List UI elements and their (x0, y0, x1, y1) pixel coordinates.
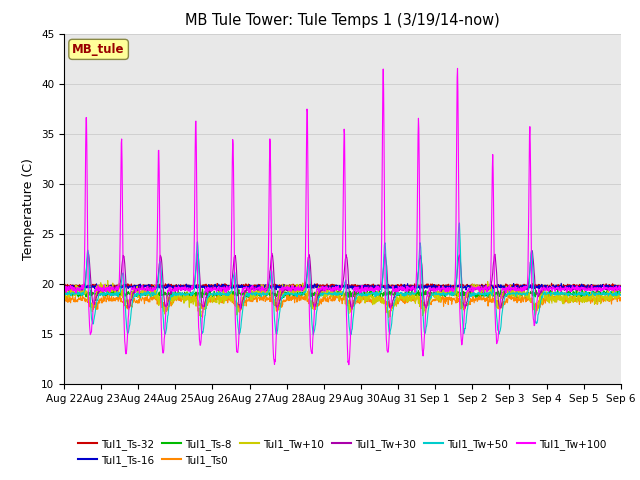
Tul1_Ts-32 (554, 286, 561, 291)
Tul1_Tw+100 (345, 362, 353, 368)
Text: MB_tule: MB_tule (72, 43, 125, 56)
Tul1_Tw+30 (502, 287, 509, 293)
Tul1_Tw+30 (170, 286, 178, 292)
Tul1_Ts0 (60, 296, 68, 302)
Tul1_Ts-8 (481, 285, 488, 291)
Tul1_Tw+10 (104, 277, 111, 283)
Tul1_Tw+100 (429, 286, 437, 291)
Tul1_Tw+30 (429, 287, 437, 292)
Tul1_Ts-8 (170, 289, 178, 295)
Tul1_Ts-16 (502, 284, 509, 289)
Line: Tul1_Ts0: Tul1_Ts0 (64, 294, 621, 312)
Line: Tul1_Ts-8: Tul1_Ts-8 (64, 288, 621, 299)
Tul1_Ts-8 (246, 293, 254, 299)
Tul1_Tw+10 (184, 292, 192, 298)
Line: Tul1_Tw+30: Tul1_Tw+30 (64, 251, 621, 309)
Tul1_Ts-32 (551, 283, 559, 289)
Tul1_Ts-8 (429, 290, 437, 296)
Line: Tul1_Tw+100: Tul1_Tw+100 (64, 68, 621, 365)
Tul1_Ts-16 (246, 284, 254, 289)
Tul1_Ts-32 (429, 282, 436, 288)
Tul1_Ts-16 (171, 285, 179, 290)
Tul1_Ts-8 (617, 290, 625, 296)
Tul1_Ts0 (170, 296, 178, 301)
Tul1_Ts-16 (184, 285, 192, 290)
Tul1_Ts-8 (189, 296, 196, 302)
Tul1_Tw+50 (429, 291, 437, 297)
Tul1_Tw+10 (171, 293, 179, 299)
Tul1_Tw+30 (237, 306, 244, 312)
Tul1_Tw+50 (552, 291, 559, 297)
Tul1_Ts-16 (551, 285, 559, 291)
Tul1_Tw+50 (184, 292, 191, 298)
Tul1_Ts-16 (429, 283, 437, 288)
Tul1_Tw+10 (502, 283, 510, 289)
Tul1_Tw+100 (246, 287, 254, 292)
Tul1_Tw+30 (528, 248, 536, 253)
Tul1_Tw+10 (60, 295, 68, 300)
Tul1_Tw+30 (617, 286, 625, 292)
Tul1_Tw+10 (429, 291, 437, 297)
Tul1_Tw+50 (170, 292, 178, 298)
Line: Tul1_Ts-16: Tul1_Ts-16 (64, 283, 621, 290)
Tul1_Tw+100 (184, 287, 191, 293)
Tul1_Tw+30 (246, 286, 254, 291)
Tul1_Ts0 (246, 299, 254, 304)
Tul1_Tw+30 (184, 285, 191, 291)
Tul1_Tw+10 (246, 292, 254, 298)
Tul1_Ts-8 (184, 292, 191, 298)
Tul1_Ts-8 (502, 293, 510, 299)
Tul1_Ts-8 (60, 292, 68, 298)
Tul1_Tw+100 (454, 65, 461, 71)
Tul1_Ts-32 (246, 283, 254, 289)
Tul1_Tw+50 (617, 292, 625, 298)
Tul1_Ts-16 (109, 288, 117, 293)
Tul1_Ts-32 (184, 282, 191, 288)
Tul1_Tw+50 (456, 220, 463, 226)
Tul1_Tw+50 (60, 293, 68, 299)
Tul1_Ts-8 (552, 289, 559, 295)
Line: Tul1_Tw+10: Tul1_Tw+10 (64, 280, 621, 318)
Tul1_Tw+30 (60, 285, 68, 291)
Title: MB Tule Tower: Tule Temps 1 (3/19/14-now): MB Tule Tower: Tule Temps 1 (3/19/14-now… (185, 13, 500, 28)
Tul1_Ts-32 (548, 280, 556, 286)
Tul1_Tw+30 (552, 287, 559, 292)
Tul1_Tw+100 (170, 287, 178, 293)
Tul1_Tw+50 (502, 292, 510, 298)
Tul1_Ts0 (617, 296, 625, 302)
Tul1_Tw+100 (502, 286, 510, 291)
Tul1_Ts0 (552, 298, 559, 303)
Tul1_Ts-16 (557, 280, 565, 286)
Tul1_Ts-32 (60, 284, 68, 289)
Tul1_Ts-32 (170, 283, 178, 288)
Tul1_Tw+100 (617, 287, 625, 293)
Tul1_Ts-32 (617, 284, 625, 290)
Tul1_Ts0 (461, 309, 468, 314)
Tul1_Ts0 (184, 296, 191, 302)
Tul1_Ts0 (302, 291, 310, 297)
Tul1_Tw+10 (552, 298, 559, 304)
Line: Tul1_Ts-32: Tul1_Ts-32 (64, 283, 621, 288)
Y-axis label: Temperature (C): Temperature (C) (22, 158, 35, 260)
Line: Tul1_Tw+50: Tul1_Tw+50 (64, 223, 621, 335)
Tul1_Tw+50 (246, 290, 254, 296)
Tul1_Tw+10 (617, 291, 625, 297)
Tul1_Tw+100 (552, 287, 559, 292)
Tul1_Tw+100 (60, 288, 68, 293)
Tul1_Ts0 (502, 296, 510, 301)
Tul1_Ts-16 (60, 284, 68, 289)
Tul1_Tw+10 (385, 315, 392, 321)
Tul1_Ts0 (429, 298, 437, 303)
Tul1_Ts-32 (502, 283, 509, 288)
Legend: Tul1_Ts-32, Tul1_Ts-16, Tul1_Ts-8, Tul1_Ts0, Tul1_Tw+10, Tul1_Tw+30, Tul1_Tw+50,: Tul1_Ts-32, Tul1_Ts-16, Tul1_Ts-8, Tul1_… (74, 435, 611, 470)
Tul1_Tw+50 (346, 332, 354, 338)
Tul1_Ts-16 (617, 284, 625, 290)
